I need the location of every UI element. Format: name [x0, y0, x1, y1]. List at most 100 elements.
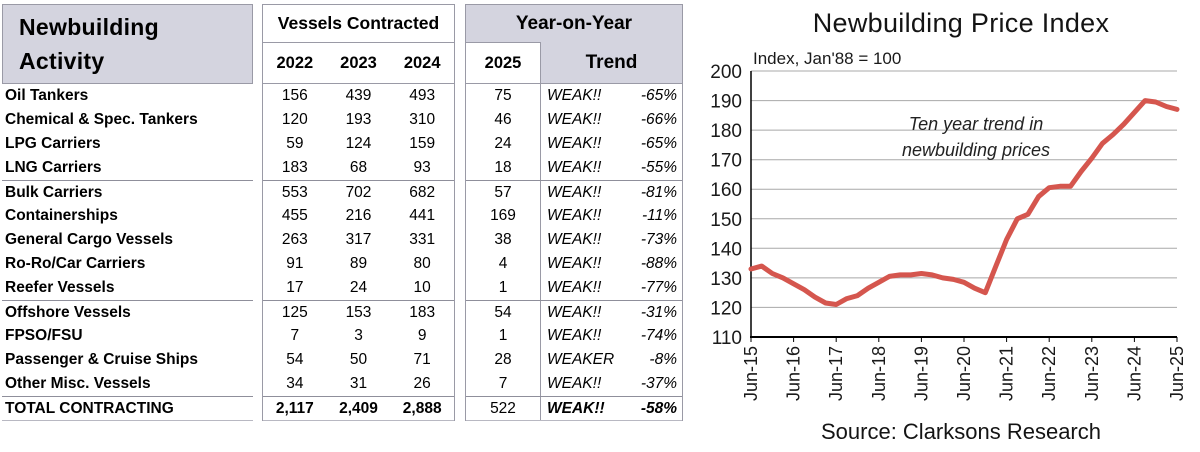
row-label: LNG Carriers: [5, 159, 102, 176]
activity-title-line1: Newbuilding: [19, 14, 160, 40]
trend-word: WEAK!!: [547, 327, 602, 344]
value-2022: 54: [286, 351, 304, 368]
value-2023: 50: [349, 351, 368, 368]
x-tick-label: Jun-19: [911, 346, 931, 401]
col-header-2025: 2025: [466, 42, 541, 83]
year-on-year-title: Year-on-Year: [515, 13, 633, 34]
table-row: TOTAL CONTRACTING: [2, 396, 253, 421]
table-row: Oil Tankers: [2, 84, 253, 108]
row-label: Passenger & Cruise Ships: [5, 351, 198, 368]
trend-cell: WEAK!! -74%: [541, 324, 682, 348]
table-row: 455 216 441: [263, 204, 454, 228]
value-2023: 124: [345, 135, 372, 152]
table-row: 38 WEAK!! -73%: [466, 228, 682, 252]
value-2025: 1: [466, 276, 541, 300]
value-2024: 80: [413, 255, 431, 272]
row-label: Offshore Vessels: [5, 303, 131, 321]
value-2022: 17: [286, 279, 304, 296]
trend-word: WEAK!!: [547, 303, 602, 321]
value-2025: 54: [466, 301, 541, 324]
row-label: Chemical & Spec. Tankers: [5, 111, 198, 128]
activity-title-line2: Activity: [19, 48, 105, 74]
activity-section: Newbuilding Activity Oil Tankers Chemical…: [2, 4, 253, 421]
value-2022: 183: [281, 159, 308, 176]
trend-word: WEAK!!: [547, 375, 602, 392]
table-row: 7 WEAK!! -37%: [466, 372, 682, 396]
table-row: 7 3 9: [263, 324, 454, 348]
y-tick-label: 160: [710, 180, 742, 201]
trend-cell: WEAK!! -31%: [541, 301, 682, 324]
y-tick-label: 130: [710, 269, 742, 290]
x-tick-label: Jun-24: [1124, 346, 1144, 401]
table-row: 1 WEAK!! -77%: [466, 276, 682, 300]
trend-word: WEAK!!: [547, 135, 602, 152]
x-tick-label: Jun-25: [1167, 346, 1187, 401]
value-2024: 493: [409, 87, 436, 104]
trend-cell: WEAK!! -81%: [541, 181, 682, 204]
trend-percent: -65%: [640, 87, 677, 104]
value-2022: 125: [281, 304, 308, 321]
table-row: 57 WEAK!! -81%: [466, 180, 682, 204]
x-tick-label: Jun-15: [741, 346, 761, 401]
x-tick-label: Jun-20: [954, 346, 974, 401]
col-header-2023: 2023: [340, 53, 377, 72]
row-label: Ro-Ro/Car Carriers: [5, 255, 146, 272]
row-label: TOTAL CONTRACTING: [5, 399, 174, 417]
trend-cell: WEAK!! -58%: [541, 397, 682, 420]
y-tick-label: 200: [710, 62, 742, 83]
value-2023: 24: [349, 279, 368, 296]
yoy-subheader-row: 2025 Trend: [466, 42, 682, 83]
table-row: LPG Carriers: [2, 132, 253, 156]
table-row: 46 WEAK!! -66%: [466, 108, 682, 132]
value-2023: 193: [345, 111, 372, 128]
value-2025: 46: [466, 108, 541, 132]
value-2024: 26: [413, 375, 431, 392]
value-2025: 28: [466, 348, 541, 372]
table-row: 4 WEAK!! -88%: [466, 252, 682, 276]
y-tick-label: 190: [710, 92, 742, 113]
chart-source: Source: Clarksons Research: [820, 419, 1101, 444]
row-label: General Cargo Vessels: [5, 231, 174, 248]
trend-percent: -31%: [640, 303, 677, 321]
trend-cell: WEAK!! -55%: [541, 156, 682, 180]
value-2024: 441: [409, 207, 436, 224]
value-2024: 93: [413, 159, 431, 176]
y-tick-label: 110: [712, 328, 742, 349]
table-row: 91 89 80: [263, 252, 454, 276]
table-row: 553 702 682: [263, 180, 454, 204]
chart-title: Newbuilding Price Index: [812, 8, 1110, 38]
value-2022: 59: [286, 135, 304, 152]
x-tick-label: Jun-21: [997, 346, 1017, 401]
trend-word: WEAK!!: [547, 183, 602, 201]
trend-percent: -58%: [640, 399, 677, 417]
value-2023: 31: [349, 375, 368, 392]
value-2025: 18: [466, 156, 541, 180]
y-tick-label: 170: [710, 151, 742, 172]
value-2023: 2,409: [339, 400, 378, 417]
value-2022: 553: [281, 184, 308, 201]
table-row: Ro-Ro/Car Carriers: [2, 252, 253, 276]
table-row: Containerships: [2, 204, 253, 228]
trend-percent: -81%: [640, 183, 677, 201]
value-2025: 7: [466, 372, 541, 396]
table-row: 120 193 310: [263, 108, 454, 132]
activity-header: Newbuilding Activity: [2, 4, 253, 84]
year-columns-header: 2022 2023 2024: [263, 43, 454, 83]
trend-cell: WEAK!! -77%: [541, 276, 682, 300]
value-2023: 317: [345, 231, 372, 248]
col-header-2024: 2024: [403, 53, 441, 72]
trend-cell: WEAK!! -11%: [541, 204, 682, 228]
table-row: 17 24 10: [263, 276, 454, 300]
trend-cell: WEAK!! -65%: [541, 132, 682, 156]
value-2024: 331: [409, 231, 436, 248]
value-2025: 57: [466, 181, 541, 204]
chart-annotation-line2: newbuilding prices: [901, 140, 1051, 160]
table-row: 34 31 26: [263, 372, 454, 396]
table-row: 24 WEAK!! -65%: [466, 132, 682, 156]
value-2023: 68: [349, 159, 368, 176]
value-2024: 682: [409, 184, 436, 201]
value-2025: 38: [466, 228, 541, 252]
trend-word: WEAK!!: [547, 231, 602, 248]
trend-percent: -8%: [649, 351, 677, 368]
